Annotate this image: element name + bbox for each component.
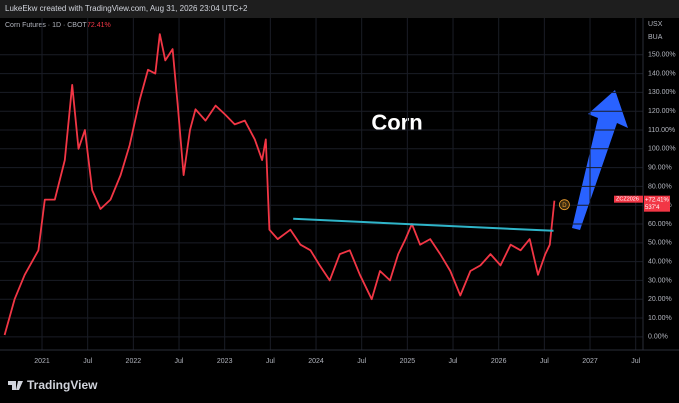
x-tick-label: Jul (357, 358, 366, 365)
header: LukeEkw created with TradingView.com, Au… (5, 4, 248, 13)
x-tick-label: Jul (631, 358, 640, 365)
arrow (572, 90, 628, 230)
x-tick-label: Jul (540, 358, 549, 365)
symbol: ZCZ2026 (616, 197, 639, 203)
y-tick-label: 50.00% (648, 240, 672, 247)
x-tick-label: 2023 (217, 358, 233, 365)
x-tick-label: Jul (175, 358, 184, 365)
x-tick-label: 2027 (582, 358, 598, 365)
y-tick-label: 150.00% (648, 52, 676, 59)
x-tick-label: 2021 (34, 358, 50, 365)
x-tick-label: 2022 (126, 358, 142, 365)
y-tick-label: 60.00% (648, 221, 672, 228)
x-tick-label: Jul (449, 358, 458, 365)
badge: D (562, 203, 567, 209)
price-line (3, 33, 556, 336)
brand-logo (8, 381, 23, 390)
y-tick-label: 130.00% (648, 89, 676, 96)
x-tick-label: Jul (83, 358, 92, 365)
y-tick-label: 100.00% (648, 146, 676, 153)
y-tick-label: 20.00% (648, 296, 672, 303)
annotation: Corn (371, 110, 422, 135)
currency: USX (648, 21, 663, 28)
plot: 0.00% 10.00% 20.00% 30.00% 40.00% 50.00% 60.00… (0, 18, 679, 365)
y-tick-label: 90.00% (648, 164, 672, 171)
y-tick-label: 110.00% (648, 127, 675, 134)
unit-label: BUA (648, 34, 663, 41)
y-tick-label: 0.00% (648, 334, 668, 341)
legend-title: Corn Futures · 1D · CBOT (5, 22, 87, 29)
price-tag (644, 195, 670, 212)
x-tick-label: 2026 (491, 358, 507, 365)
brand: TradingView (27, 378, 98, 392)
y-tick-label: 80.00% (648, 183, 672, 190)
y-tick-label: 30.00% (648, 277, 672, 284)
x-tick-label: 2024 (308, 358, 324, 365)
y-tick-label: 10.00% (648, 315, 672, 322)
x-tick-label: 2025 (400, 358, 416, 365)
symbol-tag (614, 195, 643, 203)
change-label: +72.41% (645, 197, 670, 203)
y-tick-label: 120.00% (648, 108, 676, 115)
footer (0, 368, 679, 403)
header-bar (0, 0, 679, 18)
trend-line (293, 217, 554, 232)
legend-change: 72.41% (87, 22, 111, 29)
x-tick-label: Jul (266, 358, 275, 365)
y-tick-label: 40.00% (648, 258, 672, 265)
price-label: 537'4 (645, 205, 660, 211)
y-tick-label: 140.00% (648, 70, 676, 77)
badge-circle (559, 199, 570, 211)
